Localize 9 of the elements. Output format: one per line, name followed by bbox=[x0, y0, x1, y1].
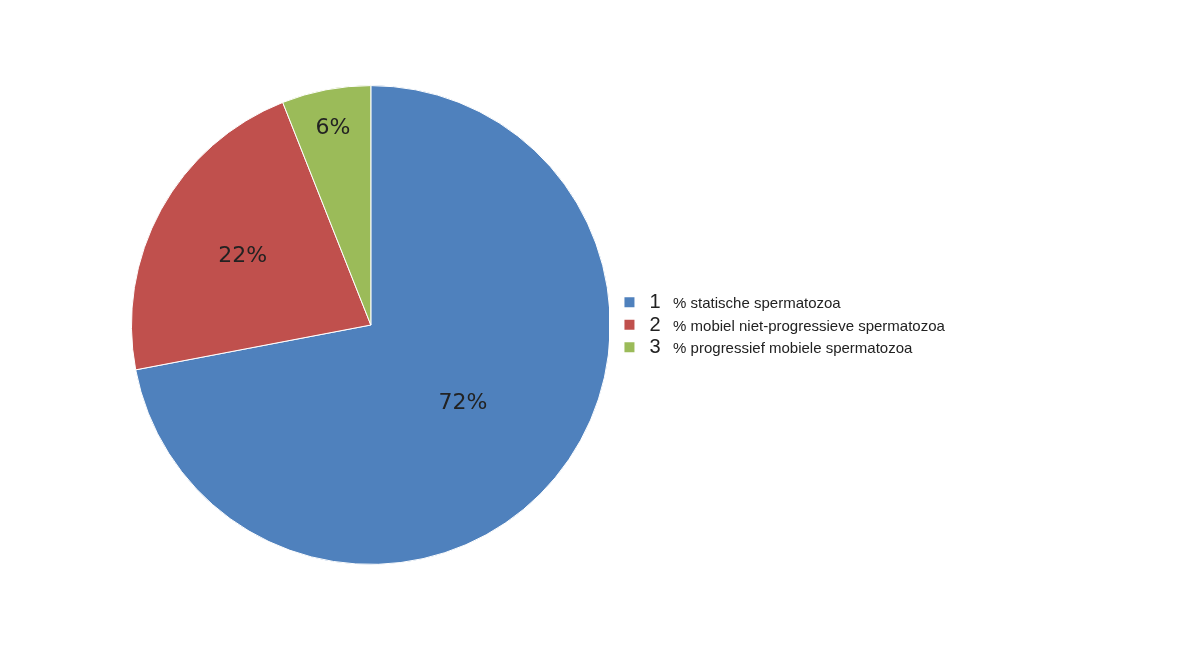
legend-label: 3 bbox=[649, 335, 661, 358]
text: % progressief mobiele spermatozoa bbox=[673, 339, 914, 357]
legend-label: 2 bbox=[649, 312, 661, 335]
text: % statische spermatozoa bbox=[673, 294, 842, 312]
data-label: 6% bbox=[315, 114, 351, 140]
data-label: 72% bbox=[438, 388, 488, 414]
legend-label: 1 bbox=[649, 290, 661, 313]
data-label: 22% bbox=[218, 242, 268, 268]
text: % mobiel niet-progressieve spermatozoa bbox=[673, 316, 946, 334]
